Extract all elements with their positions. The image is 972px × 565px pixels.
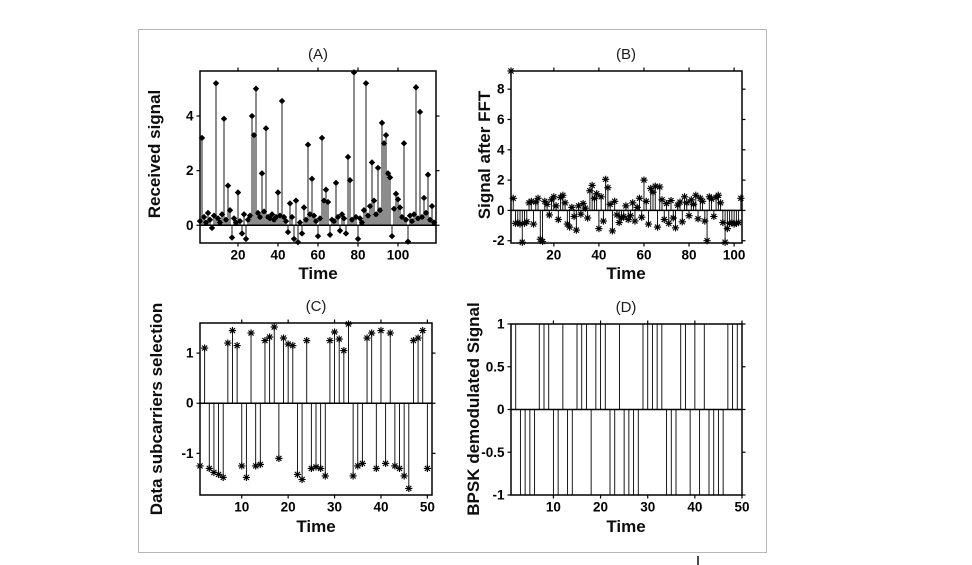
svg-text:-1: -1 (181, 446, 193, 461)
subplot-d-plot-area: 10 20 30 40 50 -1 -0.5 0 0.5 1 (481, 317, 749, 515)
subplot-a-title: (A) (308, 46, 328, 63)
svg-text:1: 1 (186, 346, 194, 361)
svg-text:100: 100 (723, 248, 746, 263)
svg-text:50: 50 (734, 500, 749, 515)
subplot-d-xlabel: Time (606, 517, 646, 536)
svg-text:10: 10 (234, 500, 249, 515)
subplot-c-plot-area: 10 20 30 40 50 -1 0 1 (181, 319, 436, 515)
svg-text:0: 0 (186, 396, 194, 411)
svg-text:30: 30 (640, 500, 655, 515)
svg-text:80: 80 (682, 248, 697, 263)
svg-text:-0.5: -0.5 (481, 445, 505, 460)
svg-text:0: 0 (186, 218, 194, 233)
svg-text:6: 6 (497, 112, 505, 127)
stray-mark (697, 556, 699, 565)
svg-text:60: 60 (636, 248, 651, 263)
subplot-b-xlabel: Time (606, 264, 646, 283)
svg-text:2: 2 (186, 163, 194, 178)
svg-text:20: 20 (593, 500, 608, 515)
svg-text:10: 10 (546, 500, 561, 515)
svg-text:30: 30 (327, 500, 342, 515)
subplot-a-xlabel: Time (298, 264, 338, 283)
svg-text:50: 50 (420, 500, 435, 515)
svg-text:80: 80 (350, 248, 365, 263)
svg-text:4: 4 (186, 109, 194, 124)
svg-text:0: 0 (497, 203, 505, 218)
svg-text:4: 4 (497, 142, 505, 157)
svg-text:0.5: 0.5 (486, 359, 505, 374)
subplot-c-xlabel: Time (296, 517, 336, 536)
svg-text:40: 40 (591, 248, 606, 263)
subplot-b-title: (B) (616, 46, 636, 63)
subplot-b-plot-area: 20 40 60 80 100 -2 0 2 4 6 8 (492, 67, 746, 263)
svg-text:0: 0 (497, 402, 505, 417)
subplot-d-title: (D) (615, 299, 637, 316)
svg-text:1: 1 (497, 317, 505, 332)
svg-text:20: 20 (546, 248, 561, 263)
svg-text:40: 40 (270, 248, 285, 263)
svg-text:40: 40 (687, 500, 702, 515)
svg-text:20: 20 (230, 248, 245, 263)
svg-text:2: 2 (497, 173, 505, 188)
svg-text:20: 20 (281, 500, 296, 515)
svg-text:-1: -1 (492, 488, 504, 503)
svg-text:8: 8 (497, 82, 505, 97)
subplot-a-plot-area: 20 40 60 80 100 0 2 4 (186, 67, 440, 263)
svg-text:40: 40 (373, 500, 388, 515)
svg-text:60: 60 (310, 248, 325, 263)
subplot-c-title: (C) (305, 298, 327, 315)
svg-text:-2: -2 (492, 233, 504, 248)
svg-text:100: 100 (387, 248, 410, 263)
